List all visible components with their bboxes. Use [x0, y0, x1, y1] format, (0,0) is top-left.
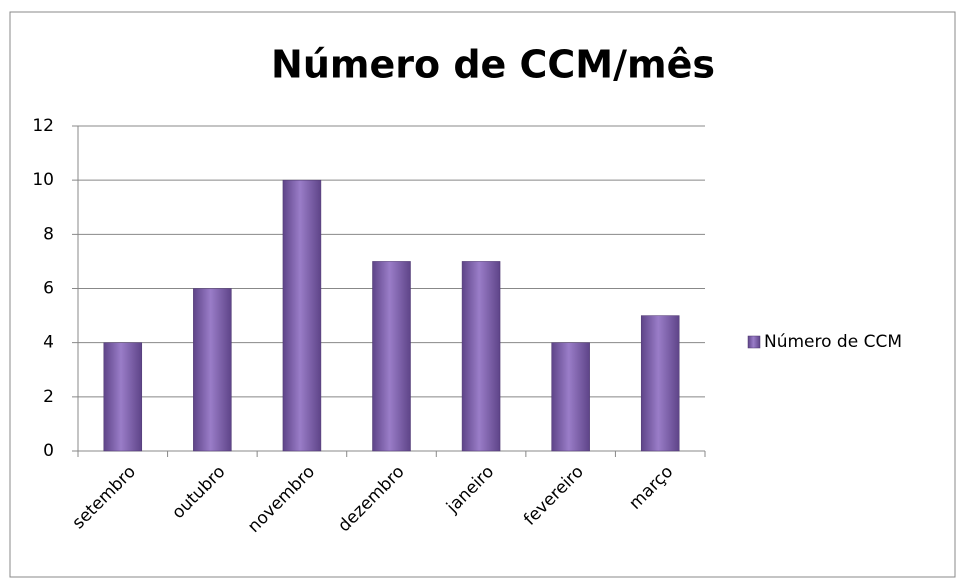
legend-swatch	[747, 335, 761, 349]
y-tick-label: 0	[43, 441, 54, 461]
bar	[372, 261, 411, 452]
y-tick-label: 10	[32, 170, 54, 190]
bar	[640, 315, 680, 452]
y-tick-label: 8	[43, 224, 54, 244]
y-tick-label: 12	[32, 116, 54, 136]
y-tick-label: 6	[43, 279, 54, 299]
bar	[193, 288, 232, 452]
bar	[103, 342, 143, 452]
legend-label: Número de CCM	[764, 332, 902, 352]
bar	[282, 179, 322, 452]
y-tick-label: 4	[43, 333, 54, 353]
chart-title: Número de CCM/mês	[271, 43, 715, 87]
bar	[461, 261, 501, 452]
y-tick-label: 2	[43, 387, 54, 407]
bar	[551, 342, 590, 452]
